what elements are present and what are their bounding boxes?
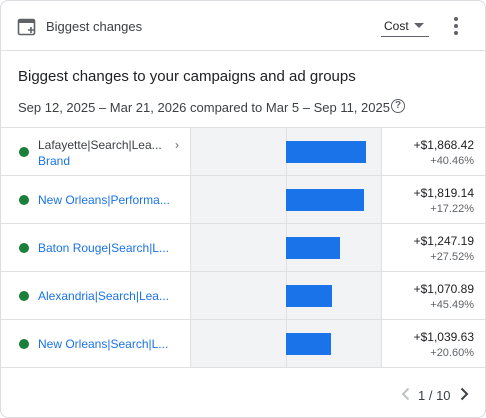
status-enabled-icon — [19, 339, 29, 349]
add-chart-icon — [17, 18, 36, 36]
change-bar — [286, 285, 332, 307]
table-row[interactable]: Baton Rouge|Search|L... +$1,247.19 +27.5… — [1, 224, 485, 272]
status-enabled-icon — [19, 291, 29, 301]
date-range: Sep 12, 2025 – Mar 21, 2026 compared to … — [18, 100, 390, 115]
change-bar — [286, 189, 364, 211]
status-enabled-icon — [19, 243, 29, 253]
change-percent: +40.46% — [430, 155, 474, 167]
row-name[interactable]: New Orleans|Search|L... — [38, 337, 169, 351]
section-title: Biggest changes to your campaigns and ad… — [18, 68, 356, 85]
more-vert-icon[interactable] — [447, 15, 465, 37]
table-row[interactable]: Alexandria|Search|Lea... +$1,070.89 +45.… — [1, 272, 485, 320]
table-row[interactable]: Lafayette|Search|Lea... › Brand +$1,868.… — [1, 128, 485, 176]
table-row[interactable]: New Orleans|Search|L... +$1,039.63 +20.6… — [1, 320, 485, 368]
change-percent: +20.60% — [430, 347, 474, 359]
change-bar — [286, 333, 331, 355]
change-bar — [286, 237, 340, 259]
change-value: +$1,868.42 — [413, 138, 474, 152]
change-percent: +45.49% — [430, 299, 474, 311]
row-sub-label[interactable]: Brand — [38, 154, 71, 168]
help-circle-icon[interactable]: ? — [391, 99, 405, 113]
row-name[interactable]: Alexandria|Search|Lea... — [38, 289, 169, 303]
row-name[interactable]: Baton Rouge|Search|L... — [38, 241, 169, 255]
row-name[interactable]: Lafayette|Search|Lea... — [38, 138, 162, 152]
card-header: Biggest changes Cost — [1, 1, 485, 51]
changes-table: Lafayette|Search|Lea... › Brand +$1,868.… — [1, 127, 485, 368]
chevron-right-icon[interactable] — [458, 387, 470, 401]
status-enabled-icon — [19, 195, 29, 205]
table-row[interactable]: New Orleans|Performa... +$1,819.14 +17.2… — [1, 176, 485, 224]
change-value: +$1,819.14 — [413, 186, 474, 200]
change-value: +$1,070.89 — [413, 282, 474, 296]
chevron-right-icon[interactable]: › — [175, 138, 179, 152]
chevron-left-icon[interactable] — [400, 387, 412, 401]
pager-status: 1 / 10 — [418, 388, 451, 403]
change-percent: +17.22% — [430, 203, 474, 215]
card-header-title: Biggest changes — [46, 19, 143, 34]
change-value: +$1,039.63 — [413, 330, 474, 344]
status-enabled-icon — [19, 147, 29, 157]
change-bar — [286, 141, 366, 163]
row-name[interactable]: New Orleans|Performa... — [38, 193, 170, 207]
change-percent: +27.52% — [430, 251, 474, 263]
metric-select-value: Cost — [384, 19, 409, 33]
change-value: +$1,247.19 — [413, 234, 474, 248]
metric-select[interactable]: Cost — [381, 15, 429, 37]
dropdown-caret-icon — [414, 23, 424, 28]
